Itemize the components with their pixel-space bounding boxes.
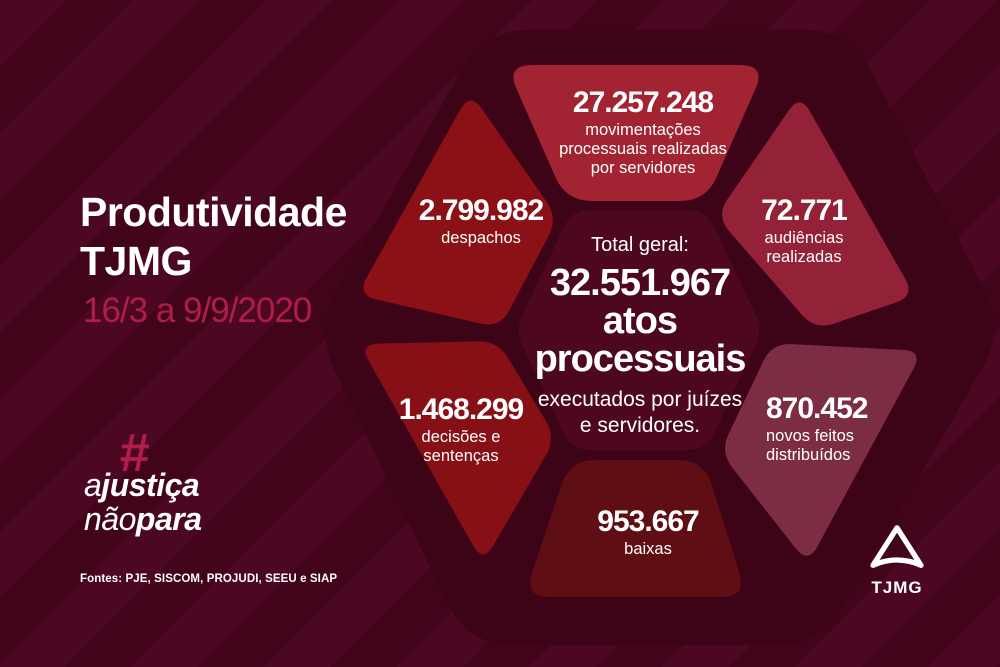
tjmg-triangle-icon — [870, 525, 924, 568]
stat-value: 72.771 — [761, 194, 848, 227]
campaign-slogan: ajustiça nãopara — [84, 468, 202, 537]
stat-decisoes: 1.468.299 decisões e sentenças — [366, 393, 556, 466]
petal-novos_feitos — [725, 344, 917, 556]
total-block: Total geral: 32.551.967 atos processuais… — [505, 233, 775, 439]
stat-label: audiências realizadas — [764, 229, 844, 266]
total-description: executados por juízes e servidores. — [537, 388, 743, 437]
campaign-line1-light: a — [84, 467, 102, 503]
stat-value: 2.799.982 — [418, 194, 544, 227]
stat-audiencias: 72.771 audiências realizadas — [714, 194, 894, 267]
stat-label: novos feitos distribuídos — [766, 427, 855, 464]
stat-value: 1.468.299 — [398, 393, 524, 426]
petal-decisoes — [365, 341, 551, 555]
stat-baixas: 953.667 baixas — [553, 505, 743, 559]
petal-baixas — [530, 460, 741, 597]
petal-despachos — [363, 100, 553, 325]
total-label: Total geral: — [591, 234, 689, 256]
page-title-line1: Produtividade — [80, 189, 347, 235]
campaign-line1-bold: justiça — [101, 467, 200, 503]
page-title: Produtividade TJMG — [80, 188, 347, 286]
tjmg-logo: TJMG — [856, 524, 938, 598]
campaign-line2-bold: para — [135, 501, 202, 537]
stat-label: despachos — [441, 229, 521, 247]
stat-label: baixas — [624, 540, 672, 558]
tjmg-logo-text: TJMG — [871, 578, 923, 597]
campaign-line2-light: não — [84, 501, 136, 537]
stat-value: 953.667 — [597, 505, 699, 538]
center-hexagon — [518, 210, 760, 450]
stat-novos-feitos: 870.452 novos feitos distribuídos — [766, 392, 936, 465]
stat-despachos: 2.799.982 despachos — [386, 194, 576, 248]
stat-value: 870.452 — [766, 392, 868, 425]
stat-value: 27.257.248 — [572, 86, 714, 119]
sources-note: Fontes: PJE, SISCOM, PROJUDI, SEEU e SIA… — [80, 573, 338, 585]
stat-label: decisões e sentenças — [421, 428, 501, 465]
page-title-line2: TJMG — [80, 238, 192, 284]
date-range: 16/3 a 9/9/2020 — [83, 291, 312, 330]
campaign-line1: ajustiça — [84, 468, 201, 502]
campaign-line2: nãopara — [84, 501, 202, 537]
stat-label: movimentações processuais realizadas por… — [559, 121, 727, 177]
petal-audiencias — [722, 102, 909, 326]
petal-movimentacoes — [513, 65, 759, 201]
stat-movimentacoes: 27.257.248 movimentações processuais rea… — [498, 86, 788, 178]
total-value: 32.551.967 atos processuais — [534, 262, 747, 380]
hashtag-symbol: # — [119, 423, 150, 483]
